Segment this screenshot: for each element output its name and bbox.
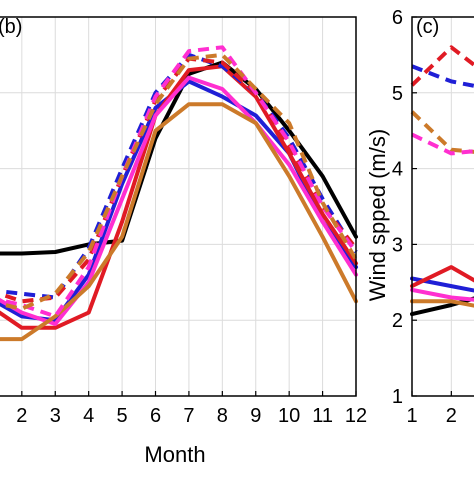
x-tick-label: 10 (278, 405, 300, 427)
panel-b: 2 3 4 5 6 7 8 9 10 11 12 (b) Month (0, 16, 367, 467)
x-tick-label: 12 (345, 405, 367, 427)
series-line-8 (0, 45, 358, 319)
panel-c: 1 2 1 2 3 4 5 6 (c) Wind spped (m/s) (365, 7, 474, 427)
series-line-7 (410, 45, 474, 87)
y-tick-label: 2 (392, 310, 403, 332)
x-tick-label: 6 (150, 405, 161, 427)
series-line-3 (0, 64, 358, 330)
axes-frame (411, 16, 474, 397)
x-tick-label: 3 (50, 405, 61, 427)
y-tick-label: 4 (392, 159, 403, 181)
panel-label: (b) (0, 16, 22, 38)
series-line-9 (0, 52, 358, 311)
series-line-5 (0, 102, 358, 342)
y-tick-label: 6 (392, 7, 403, 29)
series-line-4 (410, 287, 474, 302)
y-axis-label: Wind spped (m/s) (365, 129, 390, 301)
x-tick-label: 2 (446, 405, 457, 427)
x-tick-label: 2 (16, 405, 27, 427)
series-line-1 (410, 296, 474, 317)
series-line-6 (411, 64, 474, 88)
x-tick-label: 9 (250, 405, 261, 427)
series-line-3 (410, 265, 474, 289)
x-axis-label: Month (144, 442, 205, 467)
panel-label: (c) (416, 16, 439, 38)
series-line-9 (411, 132, 474, 156)
x-tick-label: 4 (83, 405, 94, 427)
x-tick-label: 7 (183, 405, 194, 427)
x-tick-label: 8 (217, 405, 228, 427)
x-tick-label: 11 (312, 405, 333, 427)
x-tick-label: 5 (117, 405, 128, 427)
y-tick-label: 3 (392, 234, 403, 256)
series-line-8 (410, 110, 474, 154)
x-tick-label: 1 (406, 405, 417, 427)
y-tick-label: 5 (392, 83, 403, 105)
y-tick-label: 1 (392, 386, 403, 408)
series-line-5 (410, 299, 474, 308)
